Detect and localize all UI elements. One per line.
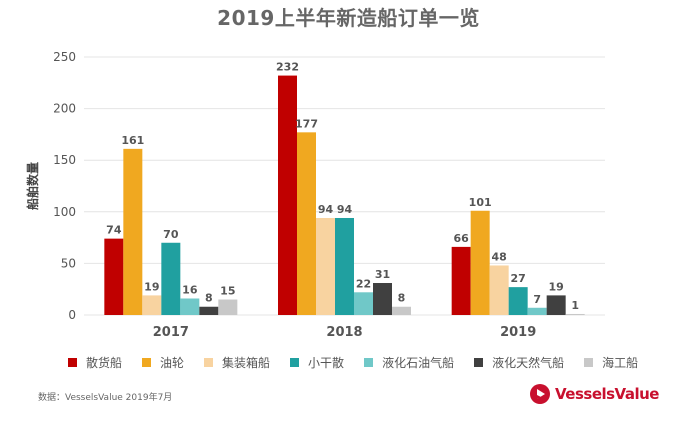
data-label: 15 xyxy=(220,285,235,298)
y-axis-label: 船舶数量 xyxy=(25,162,40,210)
y-tick-label: 150 xyxy=(53,153,76,167)
bar xyxy=(354,292,373,315)
legend: 散货船 油轮 集装箱船 小干散 液化石油气船 液化天然气船 海工船 xyxy=(68,354,658,371)
data-label: 66 xyxy=(454,232,470,245)
data-label: 232 xyxy=(276,61,299,74)
data-label: 19 xyxy=(549,280,564,293)
data-label: 16 xyxy=(182,283,198,296)
bar xyxy=(335,217,354,315)
data-label: 1 xyxy=(571,299,579,312)
data-label: 177 xyxy=(295,117,318,130)
legend-label: 海工船 xyxy=(602,356,639,370)
data-label: 19 xyxy=(144,280,159,293)
bar xyxy=(180,298,200,315)
legend-item: 小干散 xyxy=(290,354,344,371)
legend-label: 小干散 xyxy=(308,356,345,370)
bar xyxy=(104,238,124,315)
legend-item: 液化石油气船 xyxy=(364,354,454,371)
bar xyxy=(527,307,547,315)
legend-label: 液化天然气船 xyxy=(492,356,565,370)
data-label: 31 xyxy=(375,268,390,281)
data-source-note: 数据：VesselsValue 2019年7月 xyxy=(38,393,173,403)
bar xyxy=(392,306,411,315)
y-tick-label: 0 xyxy=(68,308,76,322)
legend-item: 海工船 xyxy=(584,354,638,371)
vesselsvalue-logo: VesselsValue xyxy=(530,384,659,404)
data-label: 74 xyxy=(106,224,122,237)
x-tick-label: 2019 xyxy=(500,325,536,340)
data-label: 8 xyxy=(205,292,213,305)
legend-item: 液化天然气船 xyxy=(474,354,564,371)
legend-swatch xyxy=(474,358,484,367)
bar xyxy=(142,295,162,315)
bar xyxy=(470,210,490,315)
chart-title: 2019上半年新造船订单一览 xyxy=(217,6,480,30)
legend-swatch xyxy=(364,358,374,367)
logo-text: VesselsValue xyxy=(555,385,659,403)
logo-icon xyxy=(530,384,550,404)
y-axis-ticks: 0 50 100 150 200 250 xyxy=(53,50,76,322)
data-label: 101 xyxy=(469,196,492,209)
legend-label: 液化石油气船 xyxy=(382,356,455,370)
bar xyxy=(508,287,528,315)
legend-swatch xyxy=(584,358,594,367)
bar xyxy=(161,242,181,315)
data-label: 8 xyxy=(398,292,406,305)
legend-item: 油轮 xyxy=(142,354,184,371)
legend-swatch xyxy=(68,358,77,367)
bar xyxy=(218,299,238,315)
bar xyxy=(278,75,297,316)
data-label: 48 xyxy=(492,250,507,263)
data-label: 70 xyxy=(163,228,179,241)
y-tick-label: 200 xyxy=(53,102,76,116)
legend-item: 散货船 xyxy=(68,354,122,371)
y-tick-label: 100 xyxy=(53,205,76,219)
bar xyxy=(373,283,392,315)
bar xyxy=(489,265,509,315)
bar xyxy=(297,132,316,315)
bars xyxy=(104,75,585,316)
x-axis-ticks: 2017 2018 2019 xyxy=(153,325,537,340)
legend-swatch xyxy=(204,358,214,367)
legend-label: 散货船 xyxy=(86,356,123,370)
data-label: 22 xyxy=(356,277,371,290)
legend-item: 集装箱船 xyxy=(204,354,270,371)
legend-label: 油轮 xyxy=(160,356,185,370)
bar xyxy=(316,217,335,315)
x-tick-label: 2017 xyxy=(153,325,189,340)
bar xyxy=(451,246,471,315)
x-tick-label: 2018 xyxy=(326,325,362,340)
bar xyxy=(546,295,566,315)
y-tick-label: 250 xyxy=(53,50,76,64)
bar xyxy=(123,148,143,315)
y-tick-label: 50 xyxy=(61,256,76,270)
data-label: 7 xyxy=(533,293,541,306)
legend-swatch xyxy=(290,358,300,367)
data-label: 27 xyxy=(511,272,526,285)
data-label: 94 xyxy=(337,203,353,216)
data-label: 161 xyxy=(121,134,144,147)
bar xyxy=(565,313,585,315)
legend-label: 集装箱船 xyxy=(222,356,271,370)
data-label: 94 xyxy=(318,203,334,216)
bar xyxy=(199,306,219,315)
legend-swatch xyxy=(142,358,152,367)
